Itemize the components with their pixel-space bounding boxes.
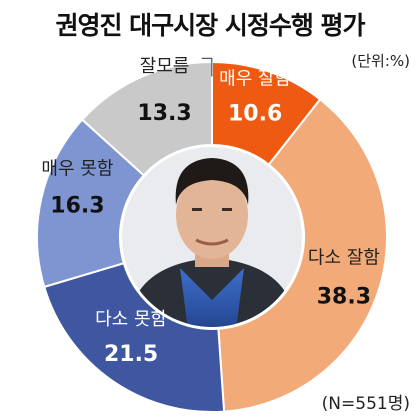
slice-label-1: 매우 잘함 (219, 68, 291, 89)
slice-label-2: 다소 잘함 (308, 248, 380, 269)
sample-size-note: (N=551명) (321, 394, 410, 414)
slice-label-4: 매우 못함 (41, 158, 113, 179)
slice-label-5: 잘모름 (140, 56, 190, 77)
slice-label-3: 다소 못함 (95, 309, 167, 330)
slice-value-5: 13.3 (137, 101, 191, 126)
slice-value-2: 38.3 (317, 285, 371, 310)
portrait-photo (122, 147, 302, 327)
donut-slice-2 (217, 97, 388, 413)
chart-title: 권영진 대구시장 시정수행 평가 (55, 11, 365, 40)
slice-value-3: 21.5 (104, 342, 158, 367)
leader-line (201, 57, 213, 77)
slice-value-1: 10.6 (228, 101, 282, 126)
unit-note: (단위:%) (351, 52, 410, 70)
donut-slice-4 (36, 118, 146, 289)
donut-slice-3 (43, 261, 226, 413)
slice-value-4: 16.3 (50, 193, 104, 218)
